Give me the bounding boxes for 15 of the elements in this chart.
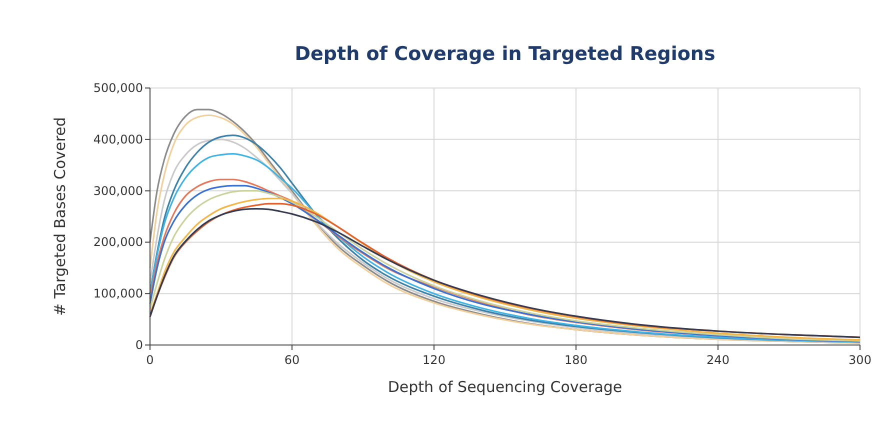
x-tick-label: 60 <box>284 353 300 367</box>
x-tick-label: 300 <box>848 353 872 367</box>
y-tick-label: 500,000 <box>93 81 143 95</box>
y-tick-label: 0 <box>135 338 143 352</box>
x-tick-label: 0 <box>146 353 154 367</box>
y-axis-title: # Targeted Bases Covered <box>51 117 69 316</box>
y-tick-label: 200,000 <box>93 235 143 250</box>
chart-title: Depth of Coverage in Targeted Regions <box>294 43 716 65</box>
x-axis-title: Depth of Sequencing Coverage <box>388 378 622 396</box>
x-tick-label: 240 <box>706 353 730 367</box>
x-tick-label: 120 <box>422 353 446 367</box>
y-tick-label: 100,000 <box>93 286 143 301</box>
y-tick-label: 400,000 <box>93 132 143 146</box>
y-tick-label: 300,000 <box>93 184 143 198</box>
x-tick-label: 180 <box>564 353 588 367</box>
